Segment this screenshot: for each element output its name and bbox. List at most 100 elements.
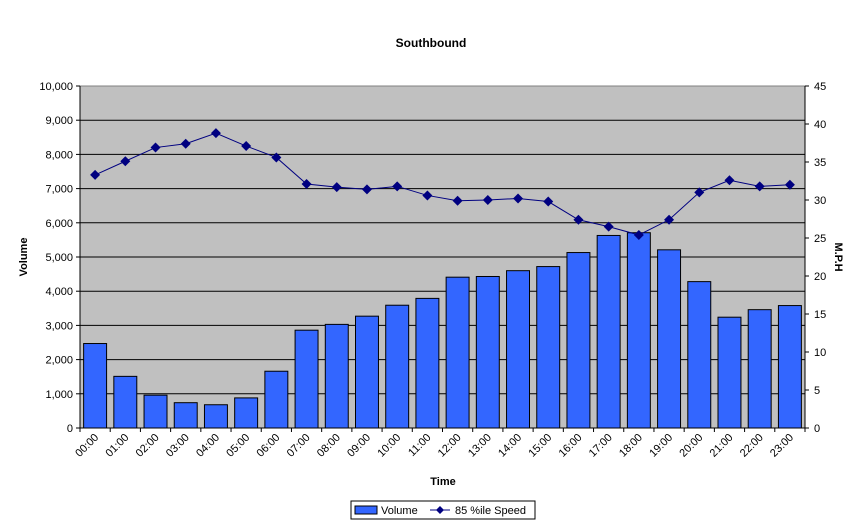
x-axis-label: Time [430, 476, 455, 488]
y2-tick-label: 45 [814, 81, 826, 93]
x-tick-label: 18:00 [617, 432, 645, 460]
volume-bar [657, 249, 682, 429]
speed-marker [331, 182, 342, 193]
speed-marker [452, 195, 463, 206]
x-tick-label: 13:00 [466, 432, 494, 460]
volume-bar [113, 375, 138, 429]
speed-marker [694, 187, 705, 198]
x-tick-label: 05:00 [224, 432, 252, 460]
y-tick-label: 6,000 [45, 218, 73, 230]
y2-tick-label: 30 [814, 195, 826, 207]
volume-bar [777, 305, 802, 429]
speed-marker [664, 214, 675, 225]
volume-bar [596, 234, 621, 429]
volume-bar [566, 252, 591, 429]
speed-marker [543, 196, 554, 207]
speed-marker [361, 184, 372, 195]
speed-marker [90, 169, 101, 180]
speed-marker [392, 181, 403, 192]
legend-volume-swatch [354, 505, 378, 515]
volume-bar [294, 329, 319, 429]
x-tick-label: 19:00 [647, 432, 675, 460]
volume-bar [687, 281, 712, 429]
y-tick-label: 4,000 [45, 286, 73, 298]
y-tick-label: 9,000 [45, 115, 73, 127]
y-tick-label: 0 [67, 423, 73, 435]
x-tick-label: 20:00 [677, 432, 705, 460]
x-tick-label: 03:00 [164, 432, 192, 460]
speed-marker [271, 152, 282, 163]
x-tick-label: 22:00 [738, 432, 766, 460]
y2-axis-label: M.P.H [832, 242, 844, 271]
speed-marker [210, 128, 221, 139]
x-tick-label: 10:00 [375, 432, 403, 460]
x-tick-label: 04:00 [194, 432, 222, 460]
y2-tick-label: 25 [814, 233, 826, 245]
x-tick-label: 16:00 [557, 432, 585, 460]
y-tick-label: 2,000 [45, 355, 73, 367]
x-tick-label: 15:00 [526, 432, 554, 460]
legend-volume-label: Volume [381, 505, 418, 517]
speed-marker [241, 141, 252, 152]
speed-marker [180, 138, 191, 149]
speed-marker [573, 214, 584, 225]
volume-bar [83, 343, 108, 429]
x-tick-label: 09:00 [345, 432, 373, 460]
speed-marker [784, 179, 795, 190]
y-tick-label: 10,000 [39, 81, 73, 93]
x-tick-label: 17:00 [587, 432, 615, 460]
x-tick-label: 01:00 [103, 432, 131, 460]
y-tick-label: 1,000 [45, 389, 73, 401]
speed-marker [754, 181, 765, 192]
y2-tick-label: 5 [814, 385, 820, 397]
speed-marker [301, 179, 312, 190]
speed-marker [482, 195, 493, 205]
volume-bar [385, 304, 410, 429]
speed-marker [603, 221, 614, 232]
speed-marker [120, 156, 131, 167]
x-tick-label: 08:00 [315, 432, 343, 460]
x-tick-label: 23:00 [768, 432, 796, 460]
speed-marker [633, 229, 644, 240]
legend-speed-label: 85 %ile Speed [455, 505, 526, 517]
volume-bar [475, 275, 500, 429]
x-tick-label: 11:00 [406, 432, 433, 459]
volume-bar [536, 266, 561, 429]
y-tick-label: 8,000 [45, 149, 73, 161]
volume-bar [506, 270, 530, 429]
speed-marker [150, 142, 161, 153]
y-axis-label: Volume [18, 238, 30, 277]
y2-tick-label: 20 [814, 271, 826, 283]
y-tick-label: 5,000 [45, 252, 73, 264]
volume-bar [143, 394, 168, 429]
y-tick-label: 7,000 [45, 184, 73, 196]
y2-tick-label: 35 [814, 157, 826, 169]
volume-bar [324, 323, 349, 429]
speed-marker [422, 190, 433, 201]
volume-bar [173, 402, 198, 429]
x-tick-label: 00:00 [73, 432, 101, 460]
volume-bar [747, 309, 772, 429]
volume-bar [234, 397, 259, 429]
x-tick-label: 14:00 [496, 432, 524, 460]
x-tick-label: 06:00 [255, 432, 283, 460]
volume-bar [717, 316, 742, 429]
y-tick-label: 3,000 [45, 320, 73, 332]
volume-bar [626, 232, 651, 429]
volume-bar [445, 276, 470, 429]
volume-bar [355, 315, 379, 429]
volume-bar [264, 370, 289, 429]
y2-tick-label: 0 [814, 423, 820, 435]
y2-tick-label: 10 [814, 347, 826, 359]
volume-bar [415, 297, 440, 429]
volume-bar [203, 404, 228, 429]
x-tick-label: 12:00 [436, 432, 464, 460]
x-tick-label: 02:00 [134, 432, 162, 460]
y2-tick-label: 40 [814, 119, 826, 131]
speed-marker [724, 175, 735, 186]
y2-tick-label: 15 [814, 309, 826, 321]
legend: Volume 85 %ile Speed [350, 500, 536, 520]
speed-marker [513, 193, 524, 204]
chart-title: Southbound [396, 36, 467, 50]
